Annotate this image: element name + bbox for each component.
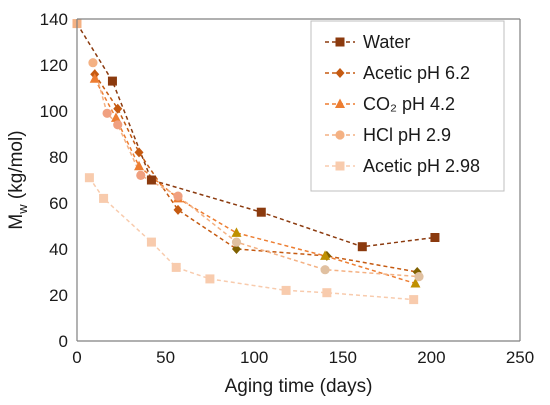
point-hcl-ph-2-9 xyxy=(102,108,112,118)
legend-marker-acetic-ph-6-2 xyxy=(335,68,345,78)
y-tick-label: 0 xyxy=(59,332,68,351)
legend-label-acetic-ph-6-2: Acetic pH 6.2 xyxy=(363,63,470,83)
point-acetic-ph-2-98 xyxy=(146,237,156,247)
point-co-ph-4-2 xyxy=(231,227,242,237)
point-hcl-ph-2-9 xyxy=(173,191,183,201)
x-tick-label: 0 xyxy=(72,348,81,367)
point-acetic-ph-6-2 xyxy=(134,147,144,158)
x-tick-label: 200 xyxy=(417,348,445,367)
legend-marker-water xyxy=(335,37,345,47)
point-acetic-ph-2-98 xyxy=(322,288,332,298)
point-acetic-ph-6-2 xyxy=(173,204,183,215)
legend-marker-hcl-ph-2-9 xyxy=(335,130,345,140)
y-tick-label: 80 xyxy=(49,148,68,167)
point-co-ph-4-2 xyxy=(89,73,100,83)
point-acetic-ph-6-2 xyxy=(113,103,123,114)
axes xyxy=(76,18,521,342)
point-hcl-ph-2-9 xyxy=(136,170,146,180)
point-acetic-ph-2-98 xyxy=(205,274,215,284)
series-line-water xyxy=(76,23,435,248)
x-tick-label: 100 xyxy=(240,348,268,367)
point-water xyxy=(107,76,117,86)
legend-label-co-ph-4-2: CO₂ pH 4.2 xyxy=(363,94,455,114)
point-hcl-ph-2-9 xyxy=(320,265,330,275)
point-water xyxy=(357,242,367,252)
y-tick-label: 40 xyxy=(49,240,68,259)
point-hcl-ph-2-9 xyxy=(113,120,123,130)
point-co-ph-4-2 xyxy=(320,250,331,260)
y-axis-title-main: M xyxy=(6,214,27,230)
y-tick-label: 100 xyxy=(40,102,68,121)
y-axis-title-rest: (kg/mol) xyxy=(6,130,27,204)
point-water xyxy=(146,175,156,185)
point-hcl-ph-2-9 xyxy=(88,58,98,68)
point-hcl-ph-2-9 xyxy=(231,237,242,247)
point-co-ph-4-2 xyxy=(410,278,421,288)
x-axis-title: Aging time (days) xyxy=(225,376,373,397)
x-tick-label: 250 xyxy=(506,348,534,367)
y-tick-label: 140 xyxy=(40,10,68,29)
point-co-ph-4-2 xyxy=(110,112,121,122)
legend-label-hcl-ph-2-9: HCl pH 2.9 xyxy=(363,125,451,145)
point-acetic-ph-2-98 xyxy=(84,173,94,183)
point-co-ph-4-2 xyxy=(134,160,145,171)
point-acetic-ph-2-98 xyxy=(409,295,419,305)
series-line-hcl-ph-2-9 xyxy=(92,62,420,278)
y-tick-label: 120 xyxy=(40,56,68,75)
y-axis-title-sub: w xyxy=(15,204,30,215)
legend: Water Acetic pH 6.2 CO₂ pH 4.2 HCl pH 2.9 Ac… xyxy=(310,20,505,192)
point-acetic-ph-2-98 xyxy=(99,193,109,203)
point-acetic-ph-6-2 xyxy=(231,244,241,254)
legend-marker-acetic-ph-2-98 xyxy=(335,161,345,171)
y-tick-label: 20 xyxy=(49,286,68,305)
point-acetic-ph-2-98 xyxy=(281,285,291,295)
point-hcl-ph-2-9 xyxy=(414,272,424,282)
point-water xyxy=(256,207,266,217)
legend-label-acetic-ph-2-98: Acetic pH 2.98 xyxy=(363,156,480,176)
point-acetic-ph-2-98 xyxy=(171,262,181,272)
legend-marker-co-ph-4-2 xyxy=(335,98,345,108)
tick-labels: 0 50 100 150 200 250 0 20 40 60 80 100 120 140 xyxy=(40,10,535,367)
x-tick-label: 150 xyxy=(329,348,357,367)
point-water xyxy=(430,233,440,242)
y-axis-title: Mw (kg/mol) xyxy=(6,130,30,229)
series-markers xyxy=(72,19,440,305)
y-tick-label: 60 xyxy=(49,194,68,213)
legend-label-water: Water xyxy=(363,32,410,52)
series-line-acetic-ph-2-98 xyxy=(88,177,414,301)
x-tick-label: 50 xyxy=(156,348,175,367)
